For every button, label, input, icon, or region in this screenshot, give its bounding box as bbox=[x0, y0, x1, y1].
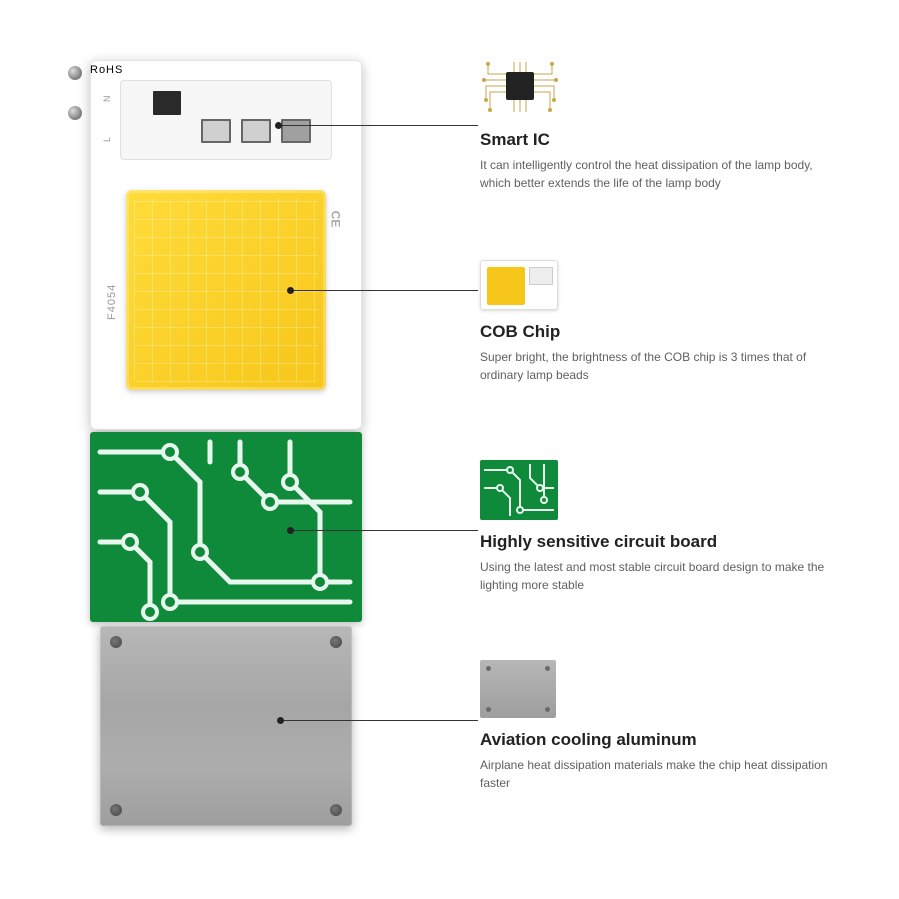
callout-desc: Airplane heat dissipation materials make… bbox=[480, 756, 840, 792]
callout-cob-chip: COB Chip Super bright, the brightness of… bbox=[480, 260, 860, 384]
callout-desc: Using the latest and most stable circuit… bbox=[480, 558, 840, 594]
pcb-green-board bbox=[90, 432, 362, 622]
callout-aluminum: Aviation cooling aluminum Airplane heat … bbox=[480, 660, 860, 792]
callout-title: Highly sensitive circuit board bbox=[480, 532, 860, 552]
pcb-white-board: N L F4054 CE RoHS bbox=[90, 60, 362, 430]
callout-title: COB Chip bbox=[480, 322, 860, 342]
callout-smart-ic: Smart IC It can intelligently control th… bbox=[480, 60, 860, 192]
product-diagram: N L F4054 CE RoHS bbox=[90, 60, 362, 830]
screw-hole bbox=[110, 636, 122, 648]
pcb-traces-icon bbox=[90, 432, 362, 622]
solder-pad bbox=[68, 106, 82, 120]
smd-component bbox=[241, 119, 271, 143]
terminal-l-label: L bbox=[102, 137, 112, 142]
leader-line bbox=[278, 125, 478, 126]
screw-hole bbox=[110, 804, 122, 816]
board-model-label: F4054 bbox=[106, 284, 118, 320]
solder-pad bbox=[68, 66, 82, 80]
leader-line bbox=[290, 530, 478, 531]
rohs-mark: RoHS bbox=[90, 64, 123, 76]
callout-desc: Super bright, the brightness of the COB … bbox=[480, 348, 840, 384]
smart-ic-zone bbox=[120, 80, 332, 160]
leader-line bbox=[280, 720, 478, 721]
aluminum-plate bbox=[100, 626, 352, 826]
callout-desc: It can intelligently control the heat di… bbox=[480, 156, 840, 192]
aluminum-thumb-icon bbox=[480, 660, 556, 718]
ce-mark: CE bbox=[329, 211, 343, 228]
screw-hole bbox=[330, 636, 342, 648]
callout-title: Aviation cooling aluminum bbox=[480, 730, 860, 750]
cob-thumb-icon bbox=[480, 260, 558, 310]
chip-icon bbox=[480, 60, 560, 118]
ic-chip bbox=[153, 91, 181, 115]
smd-component bbox=[281, 119, 311, 143]
leader-line bbox=[290, 290, 478, 291]
pcb-thumb-icon bbox=[480, 460, 558, 520]
callout-circuit-board: Highly sensitive circuit board Using the… bbox=[480, 460, 860, 594]
terminal-n-label: N bbox=[102, 96, 112, 103]
callout-title: Smart IC bbox=[480, 130, 860, 150]
smd-component bbox=[201, 119, 231, 143]
screw-hole bbox=[330, 804, 342, 816]
